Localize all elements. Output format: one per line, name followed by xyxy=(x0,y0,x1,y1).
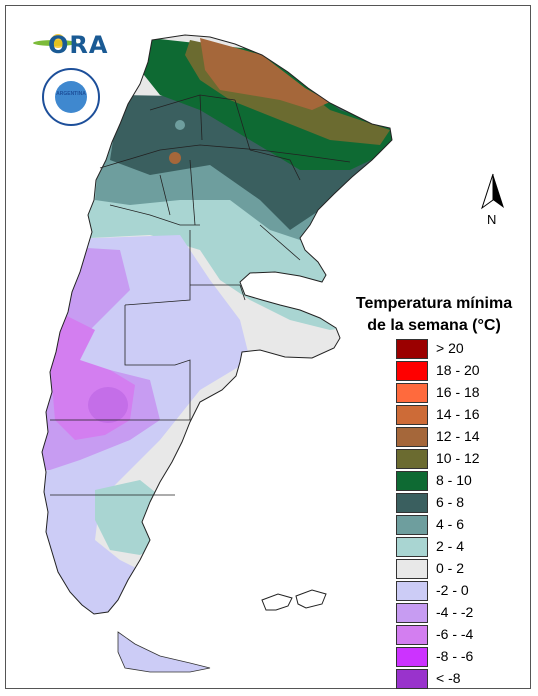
legend-label: -4 - -2 xyxy=(436,604,474,620)
legend-item: 6 - 8 xyxy=(396,492,526,514)
north-arrow-icon xyxy=(481,173,504,210)
legend-title-line2: de la semana (°C) xyxy=(367,317,501,334)
legend-item: < -8 xyxy=(396,668,526,690)
legend-label: 6 - 8 xyxy=(436,494,465,510)
legend-swatch xyxy=(396,339,428,359)
legend-item: 12 - 14 xyxy=(396,426,526,448)
legend-label: 12 - 14 xyxy=(436,428,480,444)
legend-item: 0 - 2 xyxy=(396,558,526,580)
legend-label: -8 - -6 xyxy=(436,648,474,664)
legend-swatch xyxy=(396,515,428,535)
legend-item: 16 - 18 xyxy=(396,382,526,404)
legend-item: -4 - -2 xyxy=(396,602,526,624)
legend-swatch xyxy=(396,625,428,645)
ora-sun-shape xyxy=(51,34,65,48)
legend-title: Temperatura mínima de la semana (°C) xyxy=(338,293,530,337)
legend-swatch xyxy=(396,427,428,447)
smn-logo: ARGENTINA xyxy=(42,68,100,126)
legend-item: > 20 xyxy=(396,338,526,360)
legend-label: < -8 xyxy=(436,670,461,686)
legend-item: -8 - -6 xyxy=(396,646,526,668)
legend-swatch xyxy=(396,559,428,579)
legend-label: 8 - 10 xyxy=(436,472,472,488)
legend-label: 10 - 12 xyxy=(436,450,480,466)
ora-logo: ORA xyxy=(33,28,109,59)
legend: > 20 18 - 20 16 - 18 14 - 16 12 - 14 10 … xyxy=(396,338,526,690)
legend-label: 18 - 20 xyxy=(436,362,480,378)
legend-item: -2 - 0 xyxy=(396,580,526,602)
legend-swatch xyxy=(396,383,428,403)
legend-item: 4 - 6 xyxy=(396,514,526,536)
legend-swatch xyxy=(396,647,428,667)
legend-item: 14 - 16 xyxy=(396,404,526,426)
smn-logo-globe xyxy=(55,81,87,113)
legend-swatch xyxy=(396,493,428,513)
legend-swatch xyxy=(396,405,428,425)
legend-swatch xyxy=(396,361,428,381)
legend-swatch xyxy=(396,603,428,623)
legend-item: 8 - 10 xyxy=(396,470,526,492)
legend-swatch xyxy=(396,449,428,469)
legend-item: 10 - 12 xyxy=(396,448,526,470)
legend-item: 18 - 20 xyxy=(396,360,526,382)
legend-swatch xyxy=(396,537,428,557)
legend-label: 0 - 2 xyxy=(436,560,465,576)
legend-label: -6 - -4 xyxy=(436,626,474,642)
legend-label: 2 - 4 xyxy=(436,538,465,554)
map-frame xyxy=(5,5,531,689)
legend-title-line1: Temperatura mínima xyxy=(355,295,513,312)
legend-label: 14 - 16 xyxy=(436,406,480,422)
legend-item: -6 - -4 xyxy=(396,624,526,646)
legend-swatch xyxy=(396,581,428,601)
legend-swatch xyxy=(396,471,428,491)
legend-label: > 20 xyxy=(436,340,464,356)
legend-label: 4 - 6 xyxy=(436,516,465,532)
north-arrow: N xyxy=(478,172,508,232)
north-label: N xyxy=(487,212,497,227)
smn-logo-ring-text: ARGENTINA xyxy=(56,91,86,97)
ora-logo-text: ORA xyxy=(48,31,109,59)
legend-item: 2 - 4 xyxy=(396,536,526,558)
legend-label: -2 - 0 xyxy=(436,582,469,598)
legend-label: 16 - 18 xyxy=(436,384,480,400)
legend-swatch xyxy=(396,669,428,689)
